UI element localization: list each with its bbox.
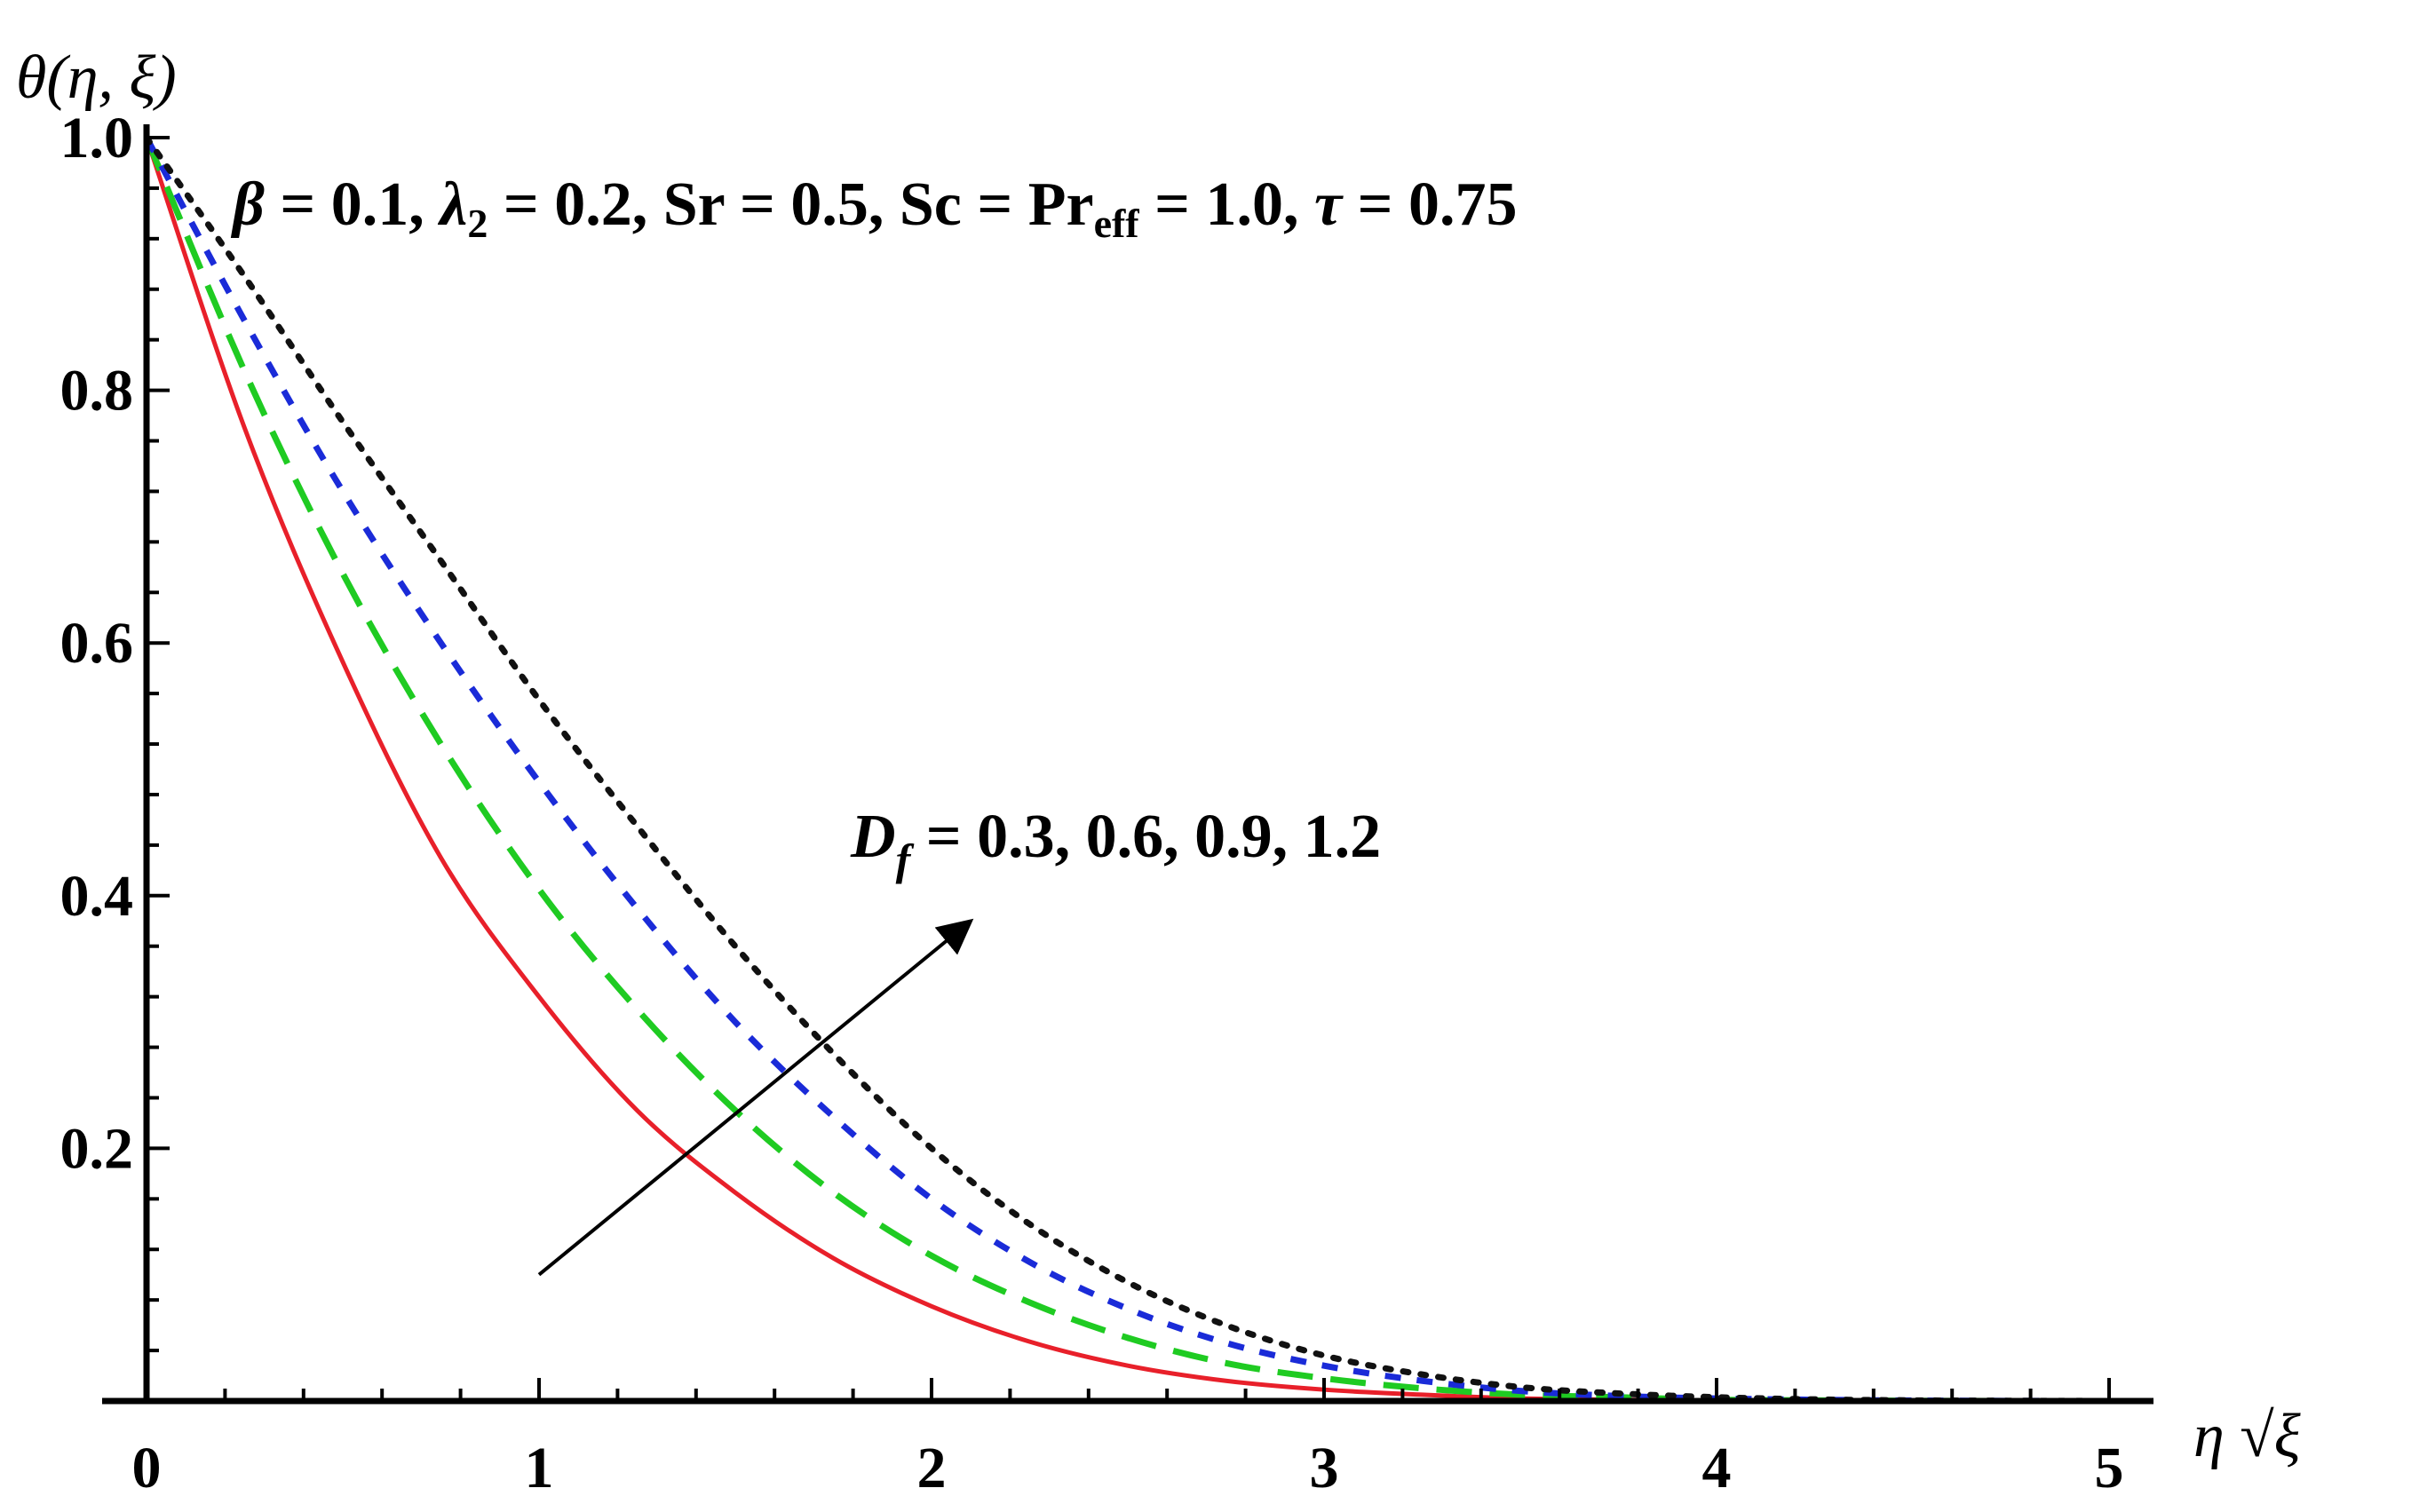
ticks-layer: 0 1 2 3 4 5 0.2 0.4 0.6 0.8 1.0 bbox=[60, 106, 2124, 1500]
x-tick-label: 2 bbox=[917, 1436, 947, 1500]
series-line-3 bbox=[143, 136, 2110, 1405]
y-tick-label: 0.2 bbox=[60, 1116, 134, 1181]
x-tick-label: 3 bbox=[1310, 1436, 1339, 1500]
y-axis-title: θ(η, ξ) bbox=[16, 44, 177, 112]
x-tick-label: 5 bbox=[2095, 1436, 2124, 1500]
x-axis-title: η √ξ bbox=[2193, 1402, 2301, 1470]
df-annotation: Df = 0.3, 0.6, 0.9, 1.2 bbox=[850, 803, 1381, 884]
parameter-annotation: β = 0.1, λ2 = 0.2, Sr = 0.5, Sc = Preff … bbox=[230, 170, 1517, 246]
x-tick-label: 4 bbox=[1702, 1436, 1732, 1500]
series-line-4 bbox=[143, 134, 2113, 1405]
series-layer bbox=[143, 134, 2113, 1405]
y-tick-label: 0.6 bbox=[60, 611, 134, 676]
series-line-1 bbox=[144, 137, 2110, 1404]
x-tick-label: 1 bbox=[525, 1436, 554, 1500]
series-line-2 bbox=[143, 136, 2110, 1405]
y-tick-label: 0.8 bbox=[60, 359, 134, 424]
df-arrow bbox=[537, 918, 974, 1277]
y-tick-label: 0.4 bbox=[60, 864, 134, 929]
x-tick-label: 0 bbox=[132, 1436, 162, 1500]
y-tick-label: 1.0 bbox=[60, 106, 134, 170]
